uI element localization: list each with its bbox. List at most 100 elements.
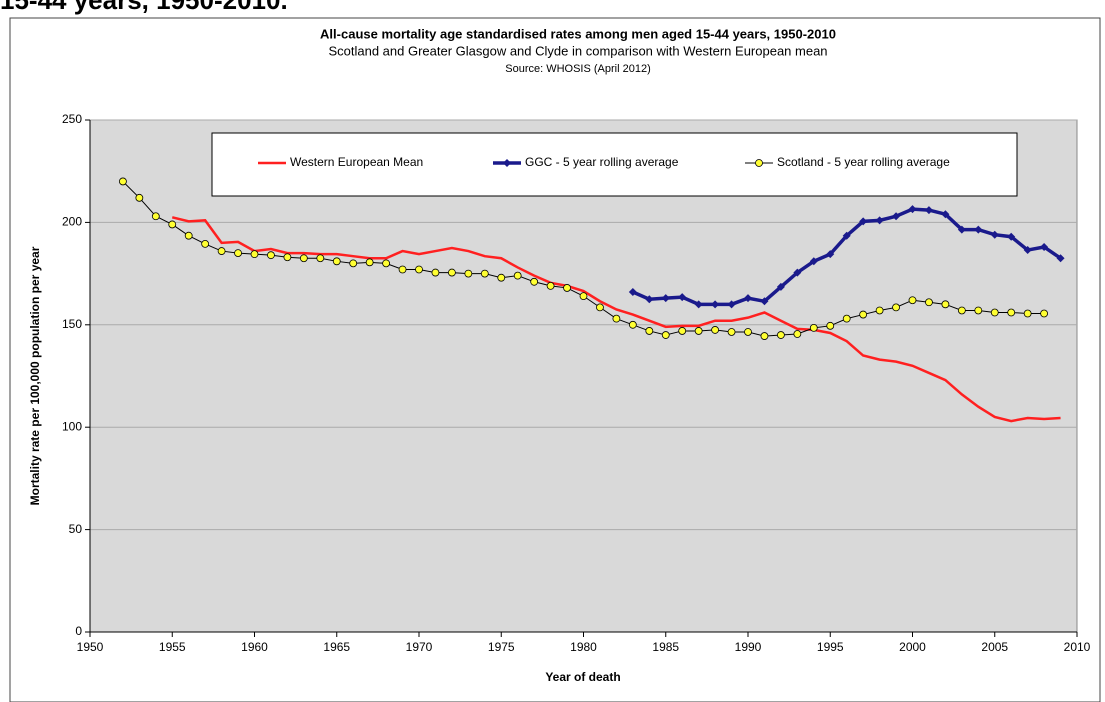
chart-source: Source: WHOSIS (April 2012) (505, 63, 651, 75)
marker (727, 300, 736, 309)
x-tick-label: 1965 (323, 640, 350, 654)
marker (826, 250, 835, 259)
marker (974, 306, 983, 315)
x-tick-label: 2010 (1064, 640, 1091, 654)
marker (957, 225, 966, 234)
marker (777, 331, 785, 339)
marker (957, 306, 966, 315)
y-tick-label: 50 (69, 522, 83, 536)
marker (645, 295, 654, 304)
legend-label: GGC - 5 year rolling average (525, 155, 679, 169)
y-tick-label: 150 (62, 317, 82, 331)
marker (168, 220, 177, 229)
marker (711, 326, 719, 334)
x-axis-title: Year of death (545, 670, 620, 684)
marker (776, 282, 785, 291)
marker (628, 288, 637, 297)
marker (793, 268, 802, 277)
marker (596, 303, 604, 312)
marker (760, 297, 769, 306)
marker (760, 332, 769, 340)
marker (990, 308, 999, 317)
marker (842, 231, 851, 240)
marker (316, 254, 325, 263)
marker (925, 298, 933, 307)
marker (1007, 232, 1016, 241)
marker (661, 331, 670, 339)
x-tick-label: 1985 (652, 640, 679, 654)
marker (480, 269, 489, 278)
marker (941, 210, 950, 219)
marker (694, 300, 703, 309)
marker (924, 206, 933, 215)
marker (875, 306, 884, 315)
y-tick-label: 100 (62, 419, 82, 433)
marker (398, 265, 407, 274)
plot-area (89, 119, 1078, 633)
marker (1040, 242, 1049, 251)
marker (234, 249, 242, 258)
marker (744, 294, 752, 303)
marker (678, 293, 687, 302)
marker (497, 273, 506, 282)
marker (809, 257, 818, 266)
marker (694, 327, 703, 335)
marker (464, 269, 473, 278)
marker (809, 323, 818, 332)
marker (1056, 254, 1065, 263)
marker (628, 320, 637, 329)
marker (612, 314, 621, 323)
marker (661, 294, 670, 303)
marker (826, 321, 835, 330)
x-tick-label: 2000 (899, 640, 926, 654)
marker (563, 284, 571, 292)
marker (755, 159, 763, 167)
marker (875, 216, 884, 225)
marker (217, 247, 226, 255)
marker (349, 259, 358, 268)
y-axis-title: Mortality rate per 100,000 population pe… (28, 246, 42, 505)
marker (908, 205, 917, 214)
marker (793, 330, 802, 338)
x-tick-label: 1975 (488, 640, 515, 654)
marker (1023, 309, 1032, 318)
marker (711, 300, 720, 309)
marker (892, 212, 901, 221)
y-tick-label: 250 (62, 112, 82, 126)
marker (299, 254, 308, 263)
x-tick-label: 1955 (159, 640, 186, 654)
series-line (171, 216, 1061, 423)
marker (645, 327, 654, 335)
y-tick-label: 200 (62, 215, 82, 229)
marker (1007, 308, 1016, 317)
marker (332, 257, 341, 266)
legend-label: Western European Mean (290, 155, 423, 169)
marker (267, 251, 275, 260)
x-tick-label: 1950 (77, 640, 104, 654)
marker (201, 240, 210, 248)
x-tick-label: 1980 (570, 640, 597, 654)
marker (974, 225, 983, 234)
marker (503, 159, 511, 167)
heading: 15-44 years, 1950-2010. (0, 0, 288, 15)
marker (908, 296, 917, 305)
y-tick-label: 0 (75, 624, 82, 638)
marker (1023, 246, 1032, 255)
marker (727, 328, 736, 336)
marker (513, 271, 522, 280)
marker (119, 177, 127, 186)
marker (365, 258, 374, 267)
marker (250, 250, 259, 259)
x-tick-label: 1970 (406, 640, 433, 654)
marker (744, 328, 752, 336)
x-tick-label: 1995 (817, 640, 844, 654)
marker (151, 212, 160, 221)
marker (184, 231, 193, 240)
marker (859, 310, 868, 319)
marker (530, 277, 539, 286)
marker (283, 253, 292, 262)
marker (892, 303, 900, 312)
marker (135, 193, 144, 202)
marker (1040, 309, 1048, 318)
